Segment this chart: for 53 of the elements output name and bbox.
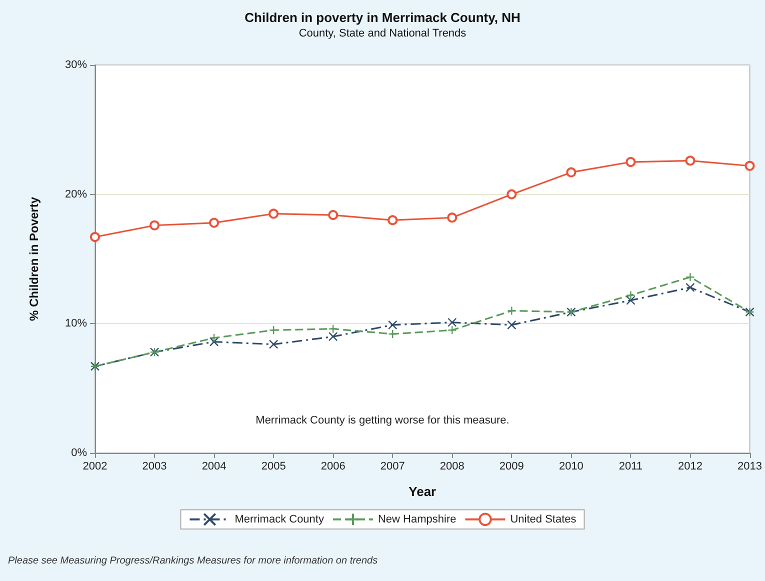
point xyxy=(447,212,458,223)
x-tick-label: 2012 xyxy=(678,460,702,472)
point xyxy=(328,210,338,220)
point xyxy=(626,290,636,300)
y-axis-title: % Children in Poverty xyxy=(27,196,41,322)
point xyxy=(268,208,279,219)
x-tick-label: 2003 xyxy=(142,460,167,472)
x-tick-label: 2010 xyxy=(558,460,584,472)
x-tick-label: 2002 xyxy=(82,460,108,472)
chart-title: Children in poverty in Merrimack County, NH xyxy=(244,10,520,25)
point xyxy=(507,306,516,316)
legend-label: New Hampshire xyxy=(378,513,456,526)
y-tick-label: 0% xyxy=(71,447,88,459)
point xyxy=(328,324,338,334)
point xyxy=(90,232,100,242)
point xyxy=(448,318,457,327)
y-tick-label: 10% xyxy=(64,318,88,330)
point xyxy=(150,220,160,230)
x-tick-label: 2013 xyxy=(738,460,762,472)
point xyxy=(209,333,219,342)
point xyxy=(388,215,398,226)
point xyxy=(506,189,517,200)
x-tick-label: 2008 xyxy=(440,460,464,472)
chart-subtitle: County, State and National Trends xyxy=(298,28,467,40)
point xyxy=(626,296,636,305)
legend-label: Merrimack County xyxy=(234,513,324,526)
x-tick-label: 2005 xyxy=(261,460,286,472)
point xyxy=(209,218,220,228)
point xyxy=(686,272,695,282)
point xyxy=(686,282,695,292)
point xyxy=(448,326,457,335)
x-tick-label: 2009 xyxy=(499,460,524,472)
annotation: Merrimack County is getting worse for this measure. xyxy=(256,414,510,426)
point xyxy=(507,320,516,330)
x-axis-title: Year xyxy=(408,484,436,499)
x-tick-label: 2007 xyxy=(380,460,405,472)
x-tick-label: 2004 xyxy=(202,460,226,472)
x-tick-label: 2006 xyxy=(320,460,346,472)
point xyxy=(209,337,219,346)
point xyxy=(388,320,398,330)
point xyxy=(626,157,636,167)
point xyxy=(328,332,338,342)
point xyxy=(744,160,755,171)
point xyxy=(268,326,278,335)
point xyxy=(685,156,696,166)
legend-label: United States xyxy=(510,513,577,526)
text: Please see Measuring Progress/Rankings Measures for more information on trends xyxy=(8,556,378,566)
y-tick-label: 30% xyxy=(64,59,88,71)
point xyxy=(388,329,398,339)
y-tick-label: 20% xyxy=(64,188,88,200)
x-tick-label: 2011 xyxy=(618,460,643,472)
point xyxy=(268,340,278,349)
point xyxy=(566,167,576,178)
